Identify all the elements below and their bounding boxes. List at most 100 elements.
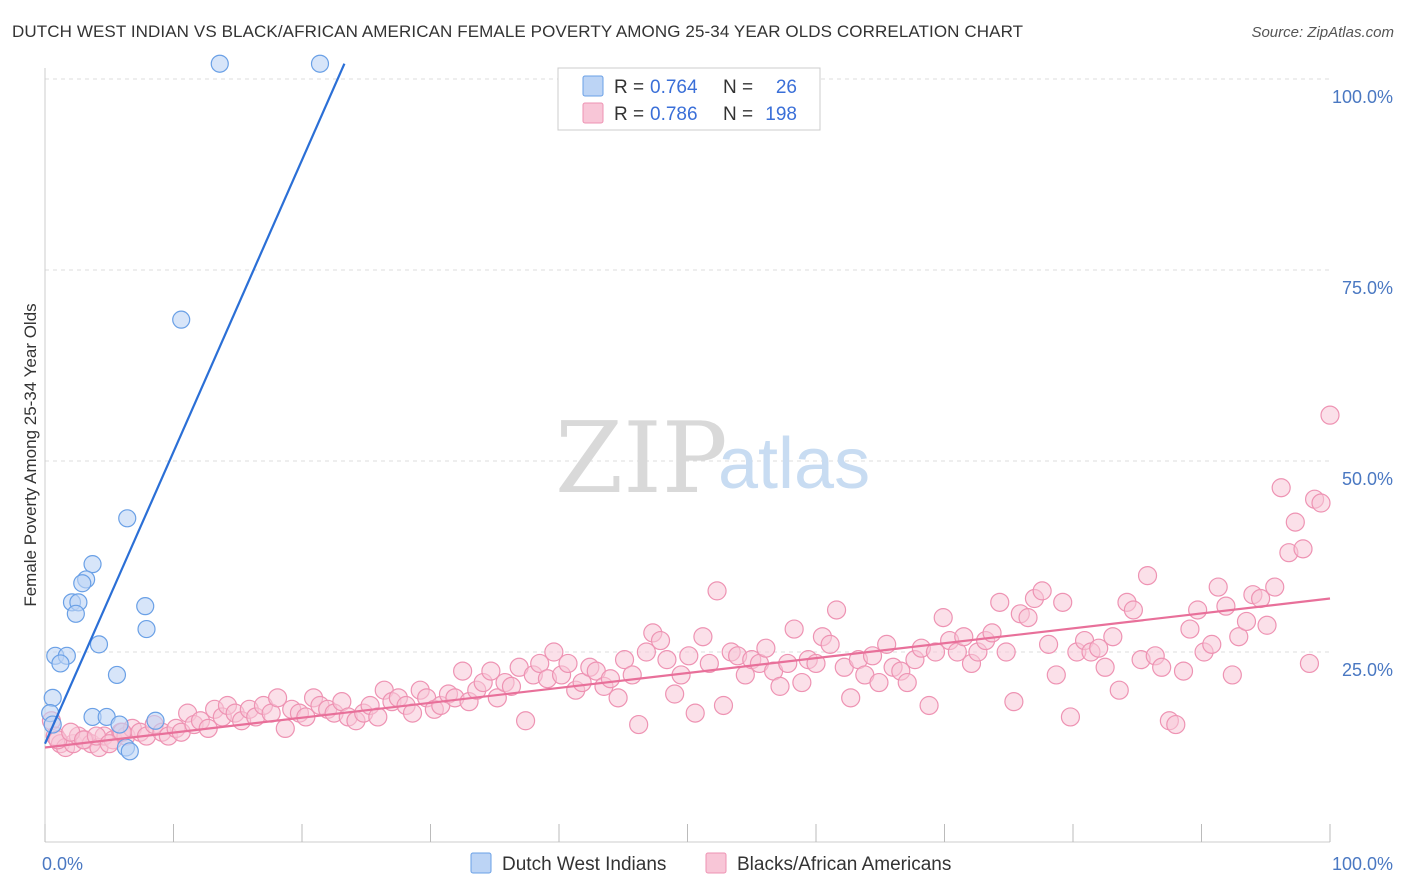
legend-r-value-dutch: 0.764 [650, 77, 698, 98]
point-blacks-65 [487, 688, 507, 708]
point-blacks-83 [614, 650, 635, 670]
point-dutch-11 [137, 619, 156, 639]
point-blacks-168 [1216, 596, 1236, 616]
point-blacks-94 [693, 627, 713, 647]
chart-source: Source: ZipAtlas.com [1251, 24, 1394, 41]
point-blacks-170 [1229, 627, 1249, 647]
point-blacks-60 [453, 661, 473, 681]
point-dutch-10 [66, 604, 85, 623]
stats-legend: R = 0.764 N = 26 R = 0.786 N = 198 [557, 67, 821, 131]
point-dutch-16 [107, 665, 127, 685]
point-blacks-140 [1018, 608, 1038, 628]
x-tick-labels: 0.0% 100.0% [42, 854, 1393, 874]
point-dutch-2 [172, 310, 191, 329]
bottom-legend-label-dutch: Dutch West Indians [502, 854, 666, 875]
point-blacks-182 [1311, 493, 1331, 513]
point-blacks-144 [1046, 665, 1066, 685]
trend-lines [43, 63, 1331, 749]
x-tick-label-1: 100.0% [1332, 854, 1393, 874]
point-blacks-137 [996, 642, 1016, 662]
point-blacks-180 [1299, 653, 1320, 674]
point-dutch-0 [210, 54, 229, 73]
point-blacks-73 [544, 642, 564, 662]
x-tick-label-0: 0.0% [42, 854, 83, 874]
y-tick-label-1: 50.0% [1342, 469, 1393, 489]
point-blacks-35 [275, 718, 295, 739]
point-blacks-64 [481, 661, 501, 681]
point-dutch-3 [118, 509, 137, 528]
point-blacks-90 [665, 684, 685, 704]
point-blacks-145 [1053, 592, 1073, 612]
point-blacks-92 [679, 646, 699, 666]
point-blacks-115 [841, 688, 861, 708]
point-blacks-103 [756, 638, 776, 658]
trend-line-dutch [43, 63, 346, 745]
legend-n-value-blacks: 198 [765, 104, 797, 125]
point-dutch-1 [310, 54, 330, 73]
point-blacks-86 [636, 642, 656, 662]
point-blacks-89 [657, 650, 677, 670]
point-blacks-85 [629, 714, 649, 735]
point-blacks-95 [699, 653, 719, 674]
point-blacks-171 [1236, 611, 1257, 632]
point-blacks-136 [990, 592, 1010, 612]
point-blacks-113 [826, 600, 847, 620]
bottom-legend-swatch-dutch [470, 852, 492, 874]
point-blacks-167 [1208, 577, 1228, 597]
point-blacks-106 [778, 653, 798, 674]
legend-r-value-blacks: 0.786 [650, 104, 698, 125]
point-blacks-77 [572, 672, 592, 693]
point-blacks-82 [608, 688, 628, 708]
point-dutch-22 [110, 715, 129, 734]
watermark-atlas: atlas [718, 424, 870, 504]
point-blacks-178 [1285, 512, 1305, 532]
point-blacks-107 [784, 619, 804, 639]
point-blacks-128 [933, 608, 953, 628]
point-dutch-9 [136, 597, 155, 616]
point-blacks-34 [267, 688, 288, 708]
point-blacks-146 [1060, 707, 1081, 727]
point-blacks-142 [1032, 581, 1052, 601]
y-tick-label-2: 75.0% [1342, 278, 1393, 298]
y-tick-label-3: 100.0% [1332, 87, 1393, 107]
point-blacks-126 [919, 695, 939, 716]
point-blacks-131 [954, 627, 974, 647]
point-blacks-123 [897, 672, 917, 693]
point-blacks-159 [1152, 657, 1172, 677]
trend-line-blacks [44, 597, 1331, 749]
legend-r-label-blacks: R = [614, 104, 644, 125]
point-blacks-88 [650, 630, 671, 651]
bottom-legend-label-blacks: Blacks/African Americans [737, 854, 951, 875]
point-dutch-15 [51, 654, 70, 673]
y-tick-labels: 25.0% 50.0% 75.0% 100.0% [1332, 87, 1393, 680]
y-tick-label-0: 25.0% [1342, 660, 1393, 680]
point-blacks-152 [1103, 627, 1123, 647]
point-blacks-67 [501, 676, 522, 696]
point-dutch-12 [89, 635, 109, 654]
point-blacks-127 [925, 642, 946, 662]
point-blacks-151 [1095, 657, 1115, 677]
point-blacks-119 [869, 672, 889, 693]
y-axis-label: Female Poverty Among 25-34 Year Olds [21, 303, 40, 606]
point-blacks-164 [1188, 600, 1208, 620]
point-dutch-23 [146, 711, 165, 730]
bottom-legend-swatch-blacks [705, 852, 727, 874]
watermark-zip: ZIP [555, 402, 728, 516]
point-blacks-169 [1222, 665, 1242, 685]
point-blacks-53 [402, 703, 423, 723]
point-blacks-161 [1166, 714, 1186, 735]
point-blacks-175 [1265, 577, 1285, 597]
point-blacks-157 [1137, 565, 1158, 586]
point-blacks-71 [530, 653, 550, 674]
point-blacks-179 [1293, 539, 1313, 559]
series-blacks-points [41, 405, 1340, 758]
point-blacks-153 [1109, 680, 1129, 700]
legend-n-label-dutch: N = [723, 77, 753, 98]
point-dutch-6 [73, 574, 92, 593]
point-blacks-183 [1320, 405, 1340, 425]
legend-swatch-dutch [582, 75, 604, 97]
point-blacks-162 [1173, 661, 1194, 681]
point-blacks-96 [707, 581, 727, 601]
point-dutch-25 [120, 742, 139, 761]
